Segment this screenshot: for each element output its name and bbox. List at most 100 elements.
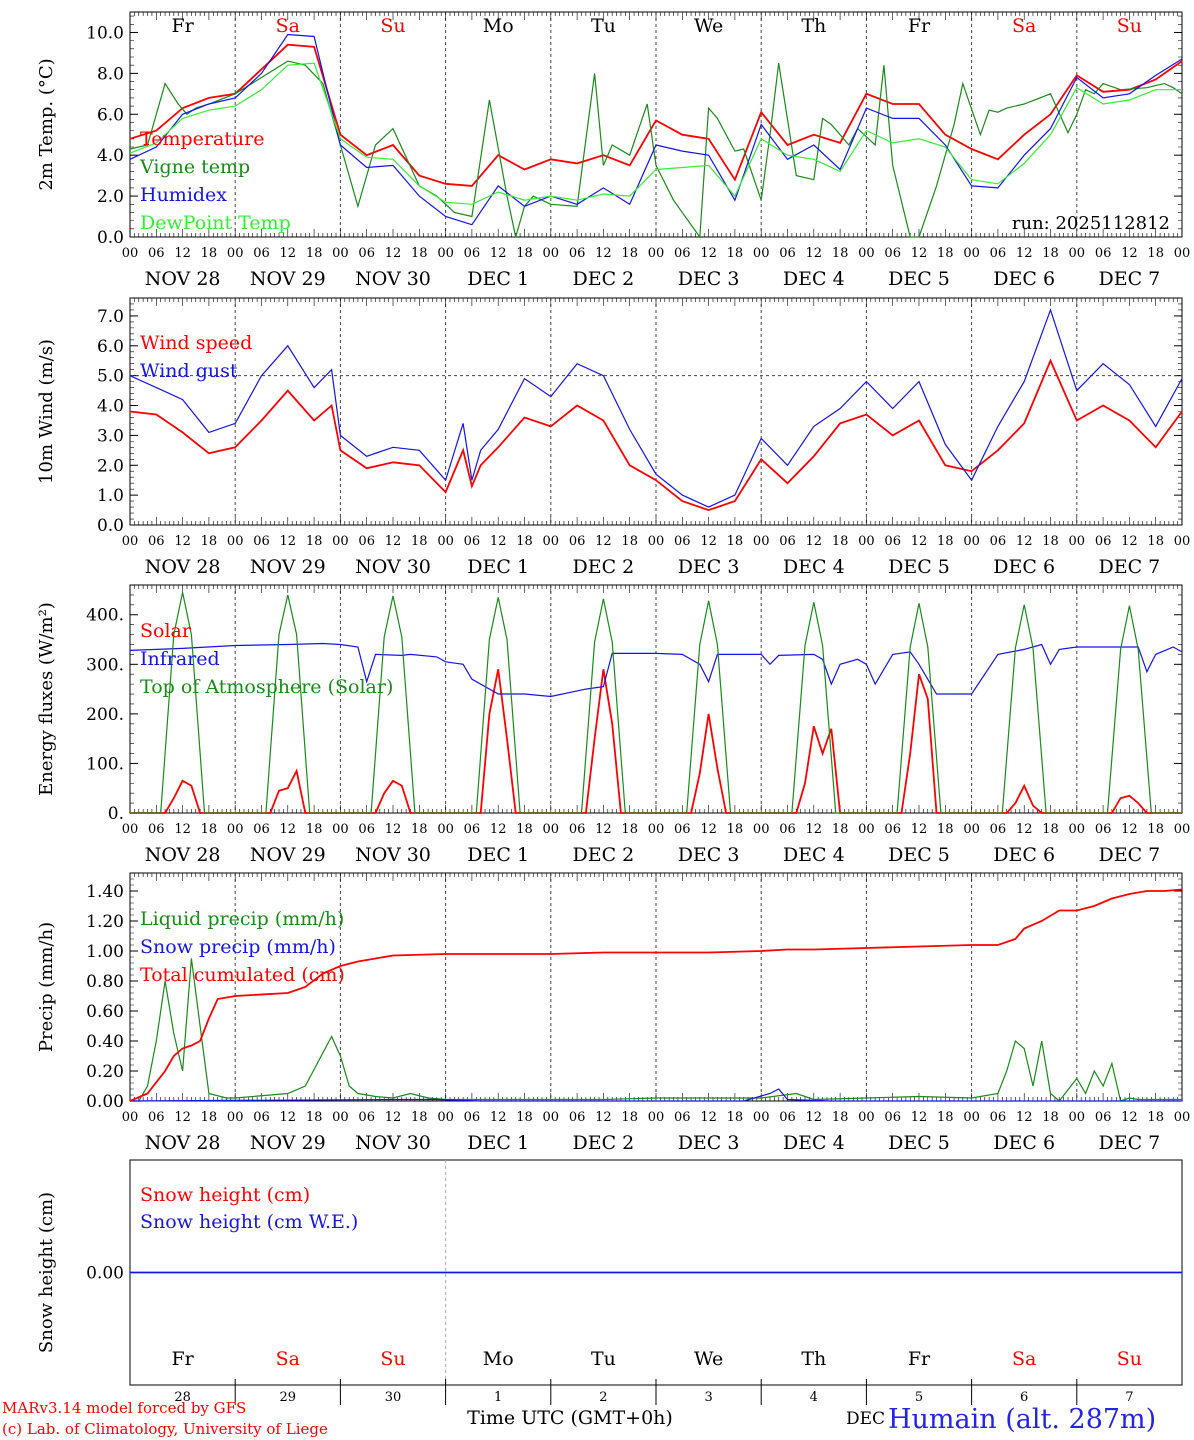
x-hour-label: 18 (201, 534, 218, 549)
x-hour-label: 12 (911, 822, 928, 837)
x-hour-label: 18 (621, 1110, 638, 1125)
x-hour-label: 12 (595, 1110, 612, 1125)
x-hour-label: 12 (1121, 534, 1138, 549)
day-name-label: We (694, 1348, 723, 1370)
y-tick-label: 0.00 (86, 1264, 124, 1284)
series-line-top-of-atmosphere-solar (130, 592, 1182, 814)
x-date-label: NOV 30 (355, 556, 431, 578)
x-hour-label: 18 (832, 534, 849, 549)
x-hour-label: 18 (727, 534, 744, 549)
x-hour-label: 00 (1069, 822, 1086, 837)
x-hour-label: 00 (753, 1110, 770, 1125)
x-hour-label: 06 (779, 534, 796, 549)
x-hour-label: 12 (490, 1110, 507, 1125)
x-hour-label: 00 (332, 534, 349, 549)
x-hour-label: 06 (464, 246, 481, 261)
x-hour-label: 12 (280, 534, 297, 549)
x-date-label: NOV 29 (250, 1132, 326, 1154)
x-hour-label: 06 (358, 1110, 375, 1125)
series-line-liquid-precip-mm-h (130, 958, 1182, 1102)
x-hour-label: 00 (648, 822, 665, 837)
x-hour-label: 18 (727, 246, 744, 261)
x-hour-label: 00 (227, 246, 244, 261)
day-name-label: Sa (1012, 15, 1036, 37)
x-hour-label: 06 (884, 534, 901, 549)
x-hour-label: 00 (753, 822, 770, 837)
x-hour-label: 12 (280, 246, 297, 261)
y-tick-label: 0.00 (86, 1092, 124, 1112)
day-number-label: 4 (810, 1390, 818, 1405)
x-hour-label: 18 (621, 246, 638, 261)
x-hour-label: 00 (963, 246, 980, 261)
x-hour-label: 18 (937, 1110, 954, 1125)
x-date-label: DEC 4 (783, 844, 845, 866)
day-name-label: Th (801, 15, 826, 37)
x-hour-label: 06 (1095, 1110, 1112, 1125)
x-hour-label: 00 (332, 1110, 349, 1125)
x-date-label: NOV 28 (145, 268, 221, 290)
day-name-label: Fr (171, 15, 194, 37)
x-hour-label: 00 (963, 822, 980, 837)
x-hour-label: 18 (1147, 822, 1164, 837)
series-line-wind-gust (129, 308, 1183, 508)
x-hour-label: 06 (779, 246, 796, 261)
x-date-label: DEC 3 (678, 844, 740, 866)
x-hour-label: 18 (411, 822, 428, 837)
x-hour-label: 06 (779, 1110, 796, 1125)
x-axis-title: Time UTC (GMT+0h) (467, 1407, 673, 1429)
y-tick-label: 200. (86, 705, 124, 725)
x-hour-label: 18 (937, 534, 954, 549)
x-hour-label: 12 (1016, 822, 1033, 837)
x-hour-label: 18 (1042, 822, 1059, 837)
x-hour-label: 12 (490, 822, 507, 837)
y-tick-label: 1.40 (86, 882, 124, 902)
x-hour-label: 18 (937, 246, 954, 261)
x-hour-label: 18 (516, 1110, 533, 1125)
x-date-label: DEC 6 (993, 556, 1055, 578)
day-name-label: Tu (591, 1348, 616, 1370)
x-hour-label: 12 (700, 822, 717, 837)
x-hour-label: 06 (358, 246, 375, 261)
x-hour-label: 06 (1095, 246, 1112, 261)
legend-entry: Snow height (cm) (140, 1184, 310, 1206)
y-tick-label: 0.20 (86, 1062, 124, 1082)
x-hour-label: 00 (1069, 1110, 1086, 1125)
y-tick-label: 1.00 (86, 942, 124, 962)
x-hour-label: 12 (174, 246, 191, 261)
x-date-label: NOV 30 (355, 268, 431, 290)
x-hour-label: 06 (674, 534, 691, 549)
run-annotation: run: 2025112812 (1012, 213, 1170, 234)
x-hour-label: 12 (490, 246, 507, 261)
x-date-label: DEC 5 (888, 844, 950, 866)
x-hour-label: 06 (674, 822, 691, 837)
x-hour-label: 18 (1042, 246, 1059, 261)
day-name-label: Fr (908, 1348, 931, 1370)
x-hour-label: 06 (253, 1110, 270, 1125)
x-hour-label: 12 (806, 1110, 823, 1125)
x-hour-label: 06 (358, 822, 375, 837)
panel-snow: 0.00 Snow height (cm) Snow height (cm) Snow… (36, 1159, 1183, 1405)
y-tick-label: 300. (86, 655, 124, 675)
x-date-label: NOV 30 (355, 844, 431, 866)
panel-wind: 0.0 1.0 2.0 3.0 4.0 5.0 6.0 7.0 10m Wind (m/s) Wi… (36, 297, 1190, 578)
x-hour-label: 12 (280, 1110, 297, 1125)
day-number-label: 28 (174, 1390, 191, 1405)
x-hour-label: 12 (385, 822, 402, 837)
day-number-label: 2 (599, 1390, 607, 1405)
legend-entry: Temperature (140, 128, 264, 150)
x-hour-label: 18 (727, 1110, 744, 1125)
y-tick-label: 100. (86, 754, 124, 774)
y-tick-label: 2.0 (97, 187, 124, 207)
x-date-label: DEC 2 (573, 268, 635, 290)
x-hour-label: 12 (595, 534, 612, 549)
series-line-dewpoint-temp (129, 62, 1182, 205)
x-hour-label: 06 (464, 822, 481, 837)
x-hour-label: 12 (700, 246, 717, 261)
y-tick-label: 3.0 (97, 426, 124, 446)
day-number-label: 5 (915, 1390, 923, 1405)
y-minor-ticks (130, 297, 1182, 526)
y-tick-label: 5.0 (97, 367, 124, 387)
legend-entry: Solar (140, 620, 192, 642)
x-date-label: DEC 6 (993, 268, 1055, 290)
x-date-label: DEC 6 (993, 844, 1055, 866)
